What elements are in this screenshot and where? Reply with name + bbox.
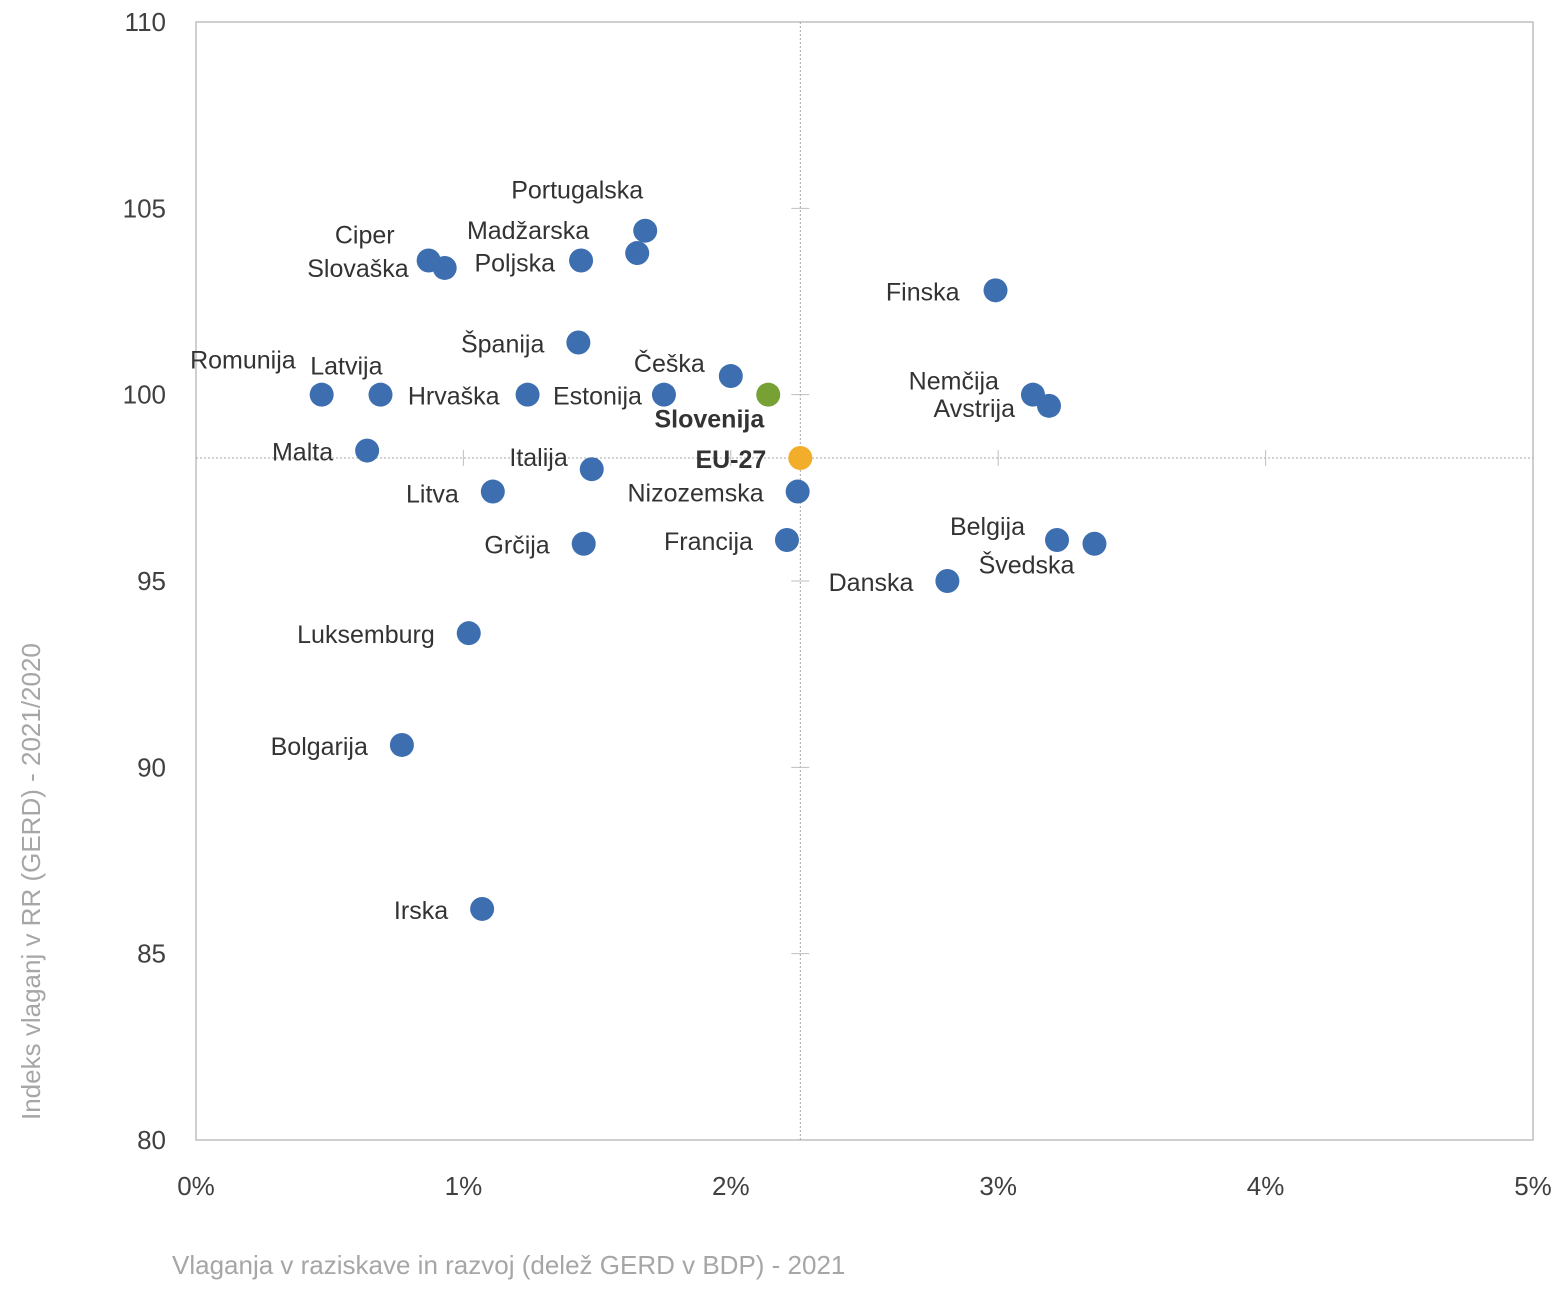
y-tick-label: 80 bbox=[137, 1125, 166, 1155]
data-label: Grčija bbox=[484, 532, 549, 560]
data-label: Madžarska bbox=[467, 217, 589, 245]
data-point bbox=[515, 382, 540, 407]
x-tick-label: 3% bbox=[979, 1171, 1017, 1201]
x-axis-title: Vlaganja v raziskave in razvoj (delež GE… bbox=[172, 1250, 845, 1280]
x-tick-label: 0% bbox=[177, 1171, 215, 1201]
data-label: Litva bbox=[406, 481, 459, 509]
y-tick-label: 105 bbox=[123, 193, 166, 223]
y-axis-title: Indeks vlaganj v RR (GERD) - 2021/2020 bbox=[16, 643, 46, 1120]
data-point bbox=[935, 569, 960, 593]
data-label: Nemčija bbox=[909, 368, 999, 396]
data-point bbox=[983, 278, 1008, 303]
data-label: Italija bbox=[509, 444, 567, 472]
data-label: Estonija bbox=[553, 383, 642, 411]
y-tick-label: 90 bbox=[137, 752, 166, 782]
data-label: Portugalska bbox=[511, 177, 643, 205]
data-point bbox=[569, 248, 594, 273]
axis-ticks: 0% 1% 2% 3% 4% 5% 80 85 90 95 100 105 110 bbox=[123, 7, 1552, 1201]
x-tick-label: 4% bbox=[1247, 1171, 1285, 1201]
data-point bbox=[1045, 528, 1070, 553]
data-point bbox=[633, 218, 658, 243]
reference-lines bbox=[196, 22, 1533, 1140]
data-label: Češka bbox=[634, 349, 705, 378]
y-tick-label: 85 bbox=[137, 939, 166, 969]
data-point bbox=[571, 531, 596, 556]
data-point bbox=[389, 732, 414, 757]
data-label: Španija bbox=[461, 329, 544, 358]
data-point bbox=[785, 479, 810, 504]
data-label: Belgija bbox=[950, 513, 1025, 541]
data-label: Francija bbox=[664, 528, 753, 556]
plot-frame bbox=[195, 21, 1534, 1141]
data-label: Hrvaška bbox=[408, 383, 500, 411]
data-label: Ciper bbox=[335, 222, 395, 250]
data-point bbox=[788, 446, 813, 471]
point-labels: Portugalska Madžarska Poljska Ciper Slovaška… bbox=[190, 177, 1074, 925]
data-point bbox=[355, 438, 380, 463]
data-label: EU-27 bbox=[695, 446, 766, 474]
data-point bbox=[309, 382, 334, 407]
y-tick-label: 110 bbox=[125, 7, 166, 37]
x-tick-label: 2% bbox=[712, 1171, 750, 1201]
data-label: Latvija bbox=[310, 353, 382, 381]
data-label: Danska bbox=[829, 569, 914, 597]
data-label: Bolgarija bbox=[271, 733, 368, 761]
data-label: Slovaška bbox=[307, 255, 409, 283]
data-label: Malta bbox=[272, 439, 333, 467]
y-tick-label: 95 bbox=[137, 566, 166, 596]
data-point bbox=[432, 255, 457, 280]
data-point bbox=[718, 364, 743, 389]
data-label: Poljska bbox=[474, 250, 555, 278]
data-point bbox=[456, 621, 481, 646]
data-label: Romunija bbox=[190, 347, 296, 375]
data-point bbox=[756, 382, 781, 407]
data-points bbox=[309, 218, 1107, 921]
data-point bbox=[470, 896, 495, 921]
x-tick-label: 1% bbox=[445, 1171, 483, 1201]
y-tick-label: 100 bbox=[123, 380, 166, 410]
data-point bbox=[566, 330, 591, 355]
data-label: Nizozemska bbox=[627, 480, 763, 508]
data-point bbox=[651, 382, 676, 407]
data-label: Švedska bbox=[979, 551, 1075, 580]
data-point bbox=[480, 479, 505, 504]
data-label: Irska bbox=[394, 897, 448, 925]
data-label: Luksemburg bbox=[297, 621, 435, 649]
data-label: Avstrija bbox=[933, 395, 1015, 423]
data-point bbox=[1082, 531, 1107, 556]
x-tick-label: 5% bbox=[1514, 1171, 1552, 1201]
data-label: Slovenija bbox=[654, 406, 765, 434]
data-point bbox=[1037, 393, 1062, 418]
data-point bbox=[368, 382, 393, 407]
data-label: Finska bbox=[886, 278, 960, 306]
data-point bbox=[625, 241, 650, 266]
data-point bbox=[774, 528, 799, 553]
data-point bbox=[579, 457, 604, 482]
